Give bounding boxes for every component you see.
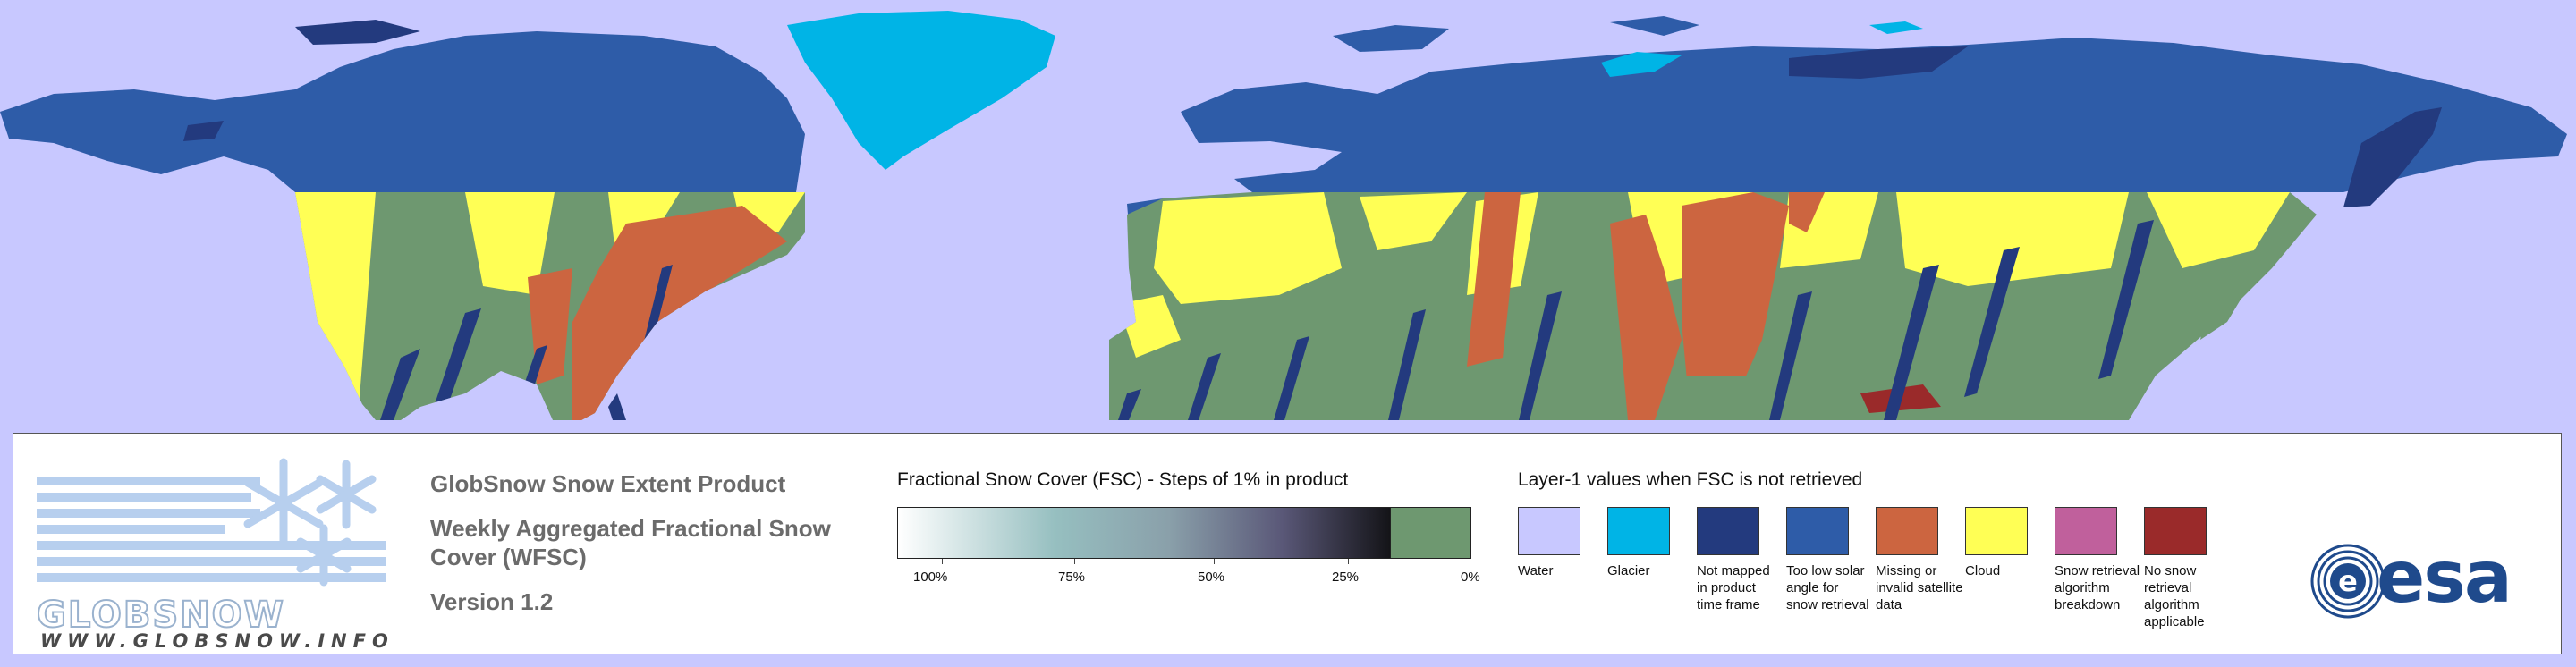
globsnow-logo-word: GLOBSNOW [36,594,285,637]
legend-label-retrieval-breakdown: Snow retrieval algorithm breakdown [2055,563,2140,612]
fsc-tick [1348,559,1349,564]
legend-label-missing-invalid: Missing or invalid satellite data [1876,563,1963,612]
arctic-low-solar-angle-region [0,16,2567,225]
map-svg [0,11,2567,420]
fsc-tick-label: 50% [1198,570,1225,585]
fsc-tick [1074,559,1075,564]
swatch-glacier [1607,507,1670,555]
fsc-tick-label: 25% [1332,570,1360,585]
swatch-cloud [1965,507,2028,555]
fsc-tick [942,559,943,564]
globsnow-url: WWW.GLOBSNOW.INFO [40,630,394,652]
fsc-legend-heading: Fractional Snow Cover (FSC) - Steps of 1… [897,469,1349,490]
not-mapped-region [183,20,2442,207]
legend-label-not-applicable: No snow retrieval algorithm applicable [2144,563,2205,629]
globsnow-logo: GLOBSNOW WWW.GLOBSNOW.INFO [36,450,394,652]
arabian-peninsula [1682,376,1753,420]
japan [2200,268,2254,340]
fsc-zero-swatch [1391,507,1471,559]
legend-label-cloud: Cloud [1965,563,2001,578]
legend-label-water: Water [1518,563,1554,578]
greenland-glacier [787,11,1055,170]
esa-logo-text: esa [2377,536,2512,619]
swatch-water [1518,507,1580,555]
product-subtitle: Weekly Aggregated Fractional Snow Cover … [430,515,831,570]
swatch-not-applicable [2144,507,2207,555]
esa-logo: e esa [2303,537,2536,621]
south-america-tip [608,393,626,420]
layer1-legend-heading: Layer-1 values when FSC is not retrieved [1518,469,1863,490]
esa-swirl-icon: e [2310,544,2385,619]
swatch-missing-invalid [1876,507,1938,555]
legend-panel: GLOBSNOW WWW.GLOBSNOW.INFO GlobSnow Snow… [13,433,2562,654]
svalbard-glacier [1601,52,1682,77]
legend-label-low-solar-angle: Too low solar angle for snow retrieval [1786,563,1869,612]
legend-label-glacier: Glacier [1607,563,1650,578]
fsc-tick [1214,559,1215,564]
fsc-tick-label: 100% [913,570,948,585]
fsc-tick-label: 75% [1058,570,1086,585]
legend-label-not-mapped: Not mapped in product time frame [1697,563,1770,612]
swatch-low-solar-angle [1786,507,1849,555]
fsc-tick-label: 0% [1461,570,1480,585]
swatch-not-mapped [1697,507,1759,555]
product-version: Version 1.2 [430,588,554,615]
swatch-retrieval-breakdown [2055,507,2117,555]
eurasia-land [1109,192,2317,420]
snowflake-icon [243,458,377,587]
north-america-land [295,192,805,420]
arctic-islands-glacier [1869,21,1923,34]
product-title: GlobSnow Snow Extent Product [430,470,786,497]
snow-cover-map [0,11,2567,420]
fsc-gradient-bar [897,507,1391,559]
svg-text:e: e [2338,564,2358,598]
